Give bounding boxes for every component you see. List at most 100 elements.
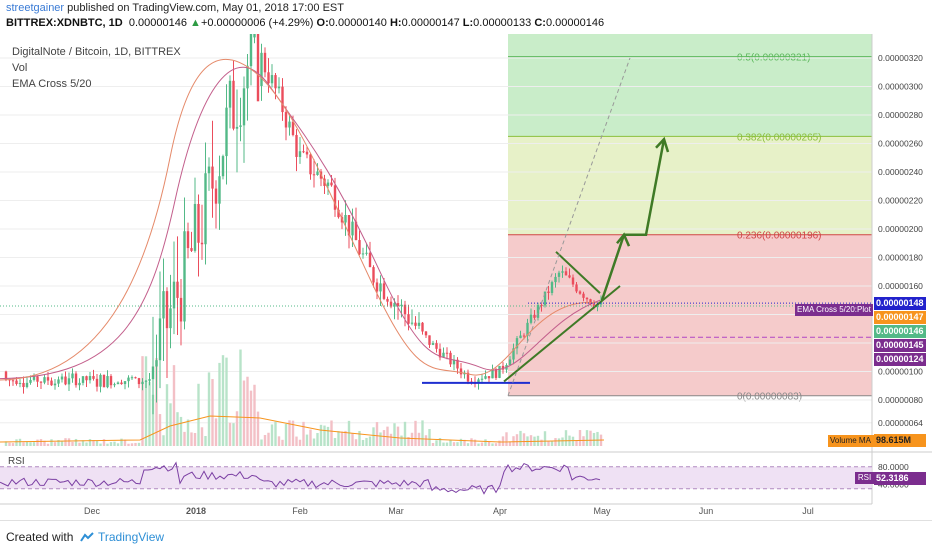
volume-bar: [228, 422, 232, 446]
volume-bar: [316, 433, 319, 446]
rsi-tag-label: RSI: [855, 472, 874, 484]
change-arrow: ▲: [190, 17, 201, 29]
candle-body: [148, 379, 151, 381]
volume-bar: [561, 437, 564, 446]
rsi-band: [0, 466, 872, 489]
candle-body: [358, 240, 361, 255]
candle-body: [29, 379, 32, 383]
candle-body: [172, 281, 176, 309]
chart-canvas[interactable]: 0.5(0.00000321)0.382(0.00000265)0.236(0.…: [0, 34, 932, 520]
volume-bar: [305, 434, 309, 446]
volume-bar: [323, 425, 326, 446]
candle-body: [267, 72, 270, 84]
volume-bar: [176, 412, 179, 446]
candle-body: [487, 376, 491, 379]
volume-bar: [431, 443, 435, 446]
ema-plot-label: EMA Cross 5/20:Plot: [795, 304, 873, 316]
volume-bar: [214, 418, 218, 446]
candle-body: [435, 343, 438, 349]
candle-body: [214, 188, 218, 204]
tradingview-link[interactable]: TradingView: [80, 530, 164, 544]
candle-body: [106, 376, 109, 388]
candle-body: [151, 366, 155, 380]
legend-ema[interactable]: EMA Cross 5/20: [12, 78, 92, 90]
candle-body: [113, 384, 116, 386]
candle-body: [571, 277, 575, 285]
candle-body: [95, 378, 99, 387]
time-axis: Dec 2018 Feb Mar Apr May Jun Jul: [0, 503, 872, 516]
candle-body: [253, 34, 256, 38]
volume-bar: [592, 432, 596, 446]
volume-bar: [200, 427, 204, 446]
trend-line-lower: [503, 285, 621, 383]
candle-body: [137, 378, 141, 385]
candle-body: [498, 365, 501, 378]
rsi-panel-title: RSI: [8, 456, 25, 467]
volume-bar: [477, 443, 480, 446]
candle-body: [403, 304, 407, 315]
volume-bar: [15, 439, 18, 446]
volume-bar: [463, 439, 466, 446]
candle-body: [351, 221, 354, 236]
volume-bar: [113, 441, 116, 446]
volume-bar: [361, 439, 365, 446]
time-tick-label: Jul: [802, 506, 814, 516]
volume-bar: [519, 430, 522, 446]
candle-body: [330, 182, 333, 186]
candle-body: [361, 253, 365, 255]
author-link[interactable]: streetgainer: [6, 2, 65, 14]
candle-body: [60, 376, 64, 380]
candle-body: [431, 343, 435, 345]
volume-bar: [116, 443, 120, 446]
volume-bar: [410, 432, 414, 446]
candle-body: [74, 373, 78, 386]
candle-body: [25, 382, 29, 388]
volume-bar: [571, 436, 575, 446]
time-tick-label: Dec: [84, 506, 101, 516]
candle-body: [186, 231, 190, 249]
candle-body: [508, 359, 512, 366]
volume-bar: [428, 429, 431, 446]
candle-body: [102, 374, 106, 388]
tradingview-icon: [80, 532, 94, 542]
symbol-line: BITTREX:XDNBTC, 1D 0.00000146 ▲+0.000000…: [6, 17, 604, 29]
candle-body: [582, 293, 585, 298]
candle-body: [382, 283, 386, 299]
candle-body: [246, 65, 249, 89]
volume-bar: [550, 441, 554, 446]
fib-label: 0.236(0.00000196): [737, 231, 822, 242]
volume-bar: [102, 439, 106, 446]
candle-body: [162, 291, 165, 319]
price-tag-147: 0.00000147: [874, 311, 926, 324]
volume-bar: [60, 440, 64, 446]
price-tag-148: 0.00000148: [874, 297, 926, 310]
candle-body: [519, 335, 522, 339]
candle-body: [263, 52, 267, 73]
o-label: O:: [316, 17, 329, 29]
candle-body: [484, 376, 487, 379]
volume-bar: [253, 384, 256, 446]
volume-bar: [480, 442, 484, 446]
volume-bar: [36, 439, 39, 446]
volume-bar: [186, 419, 190, 446]
candle-body: [242, 88, 246, 126]
volume-bar: [88, 439, 92, 446]
volume-bar: [554, 438, 557, 446]
volume-bar: [29, 442, 32, 446]
volume-bar: [351, 433, 354, 446]
legend-vol[interactable]: Vol: [12, 62, 28, 74]
candle-body: [134, 377, 137, 379]
candle-body: [204, 173, 207, 245]
volume-bar: [50, 439, 53, 446]
candle-body: [410, 322, 414, 324]
volume-bar: [557, 438, 561, 446]
volume-bar: [165, 384, 169, 446]
candle-body: [396, 303, 400, 307]
chart-legend: DigitalNote / Bitcoin, 1D, BITTREX Vol E…: [12, 44, 181, 92]
volume-bar: [179, 416, 183, 446]
fib-label: 0.382(0.00000265): [737, 132, 822, 143]
volume-bar: [372, 427, 375, 446]
volume-bar: [484, 439, 487, 446]
candle-body: [249, 34, 253, 67]
volume-bar: [337, 431, 340, 446]
